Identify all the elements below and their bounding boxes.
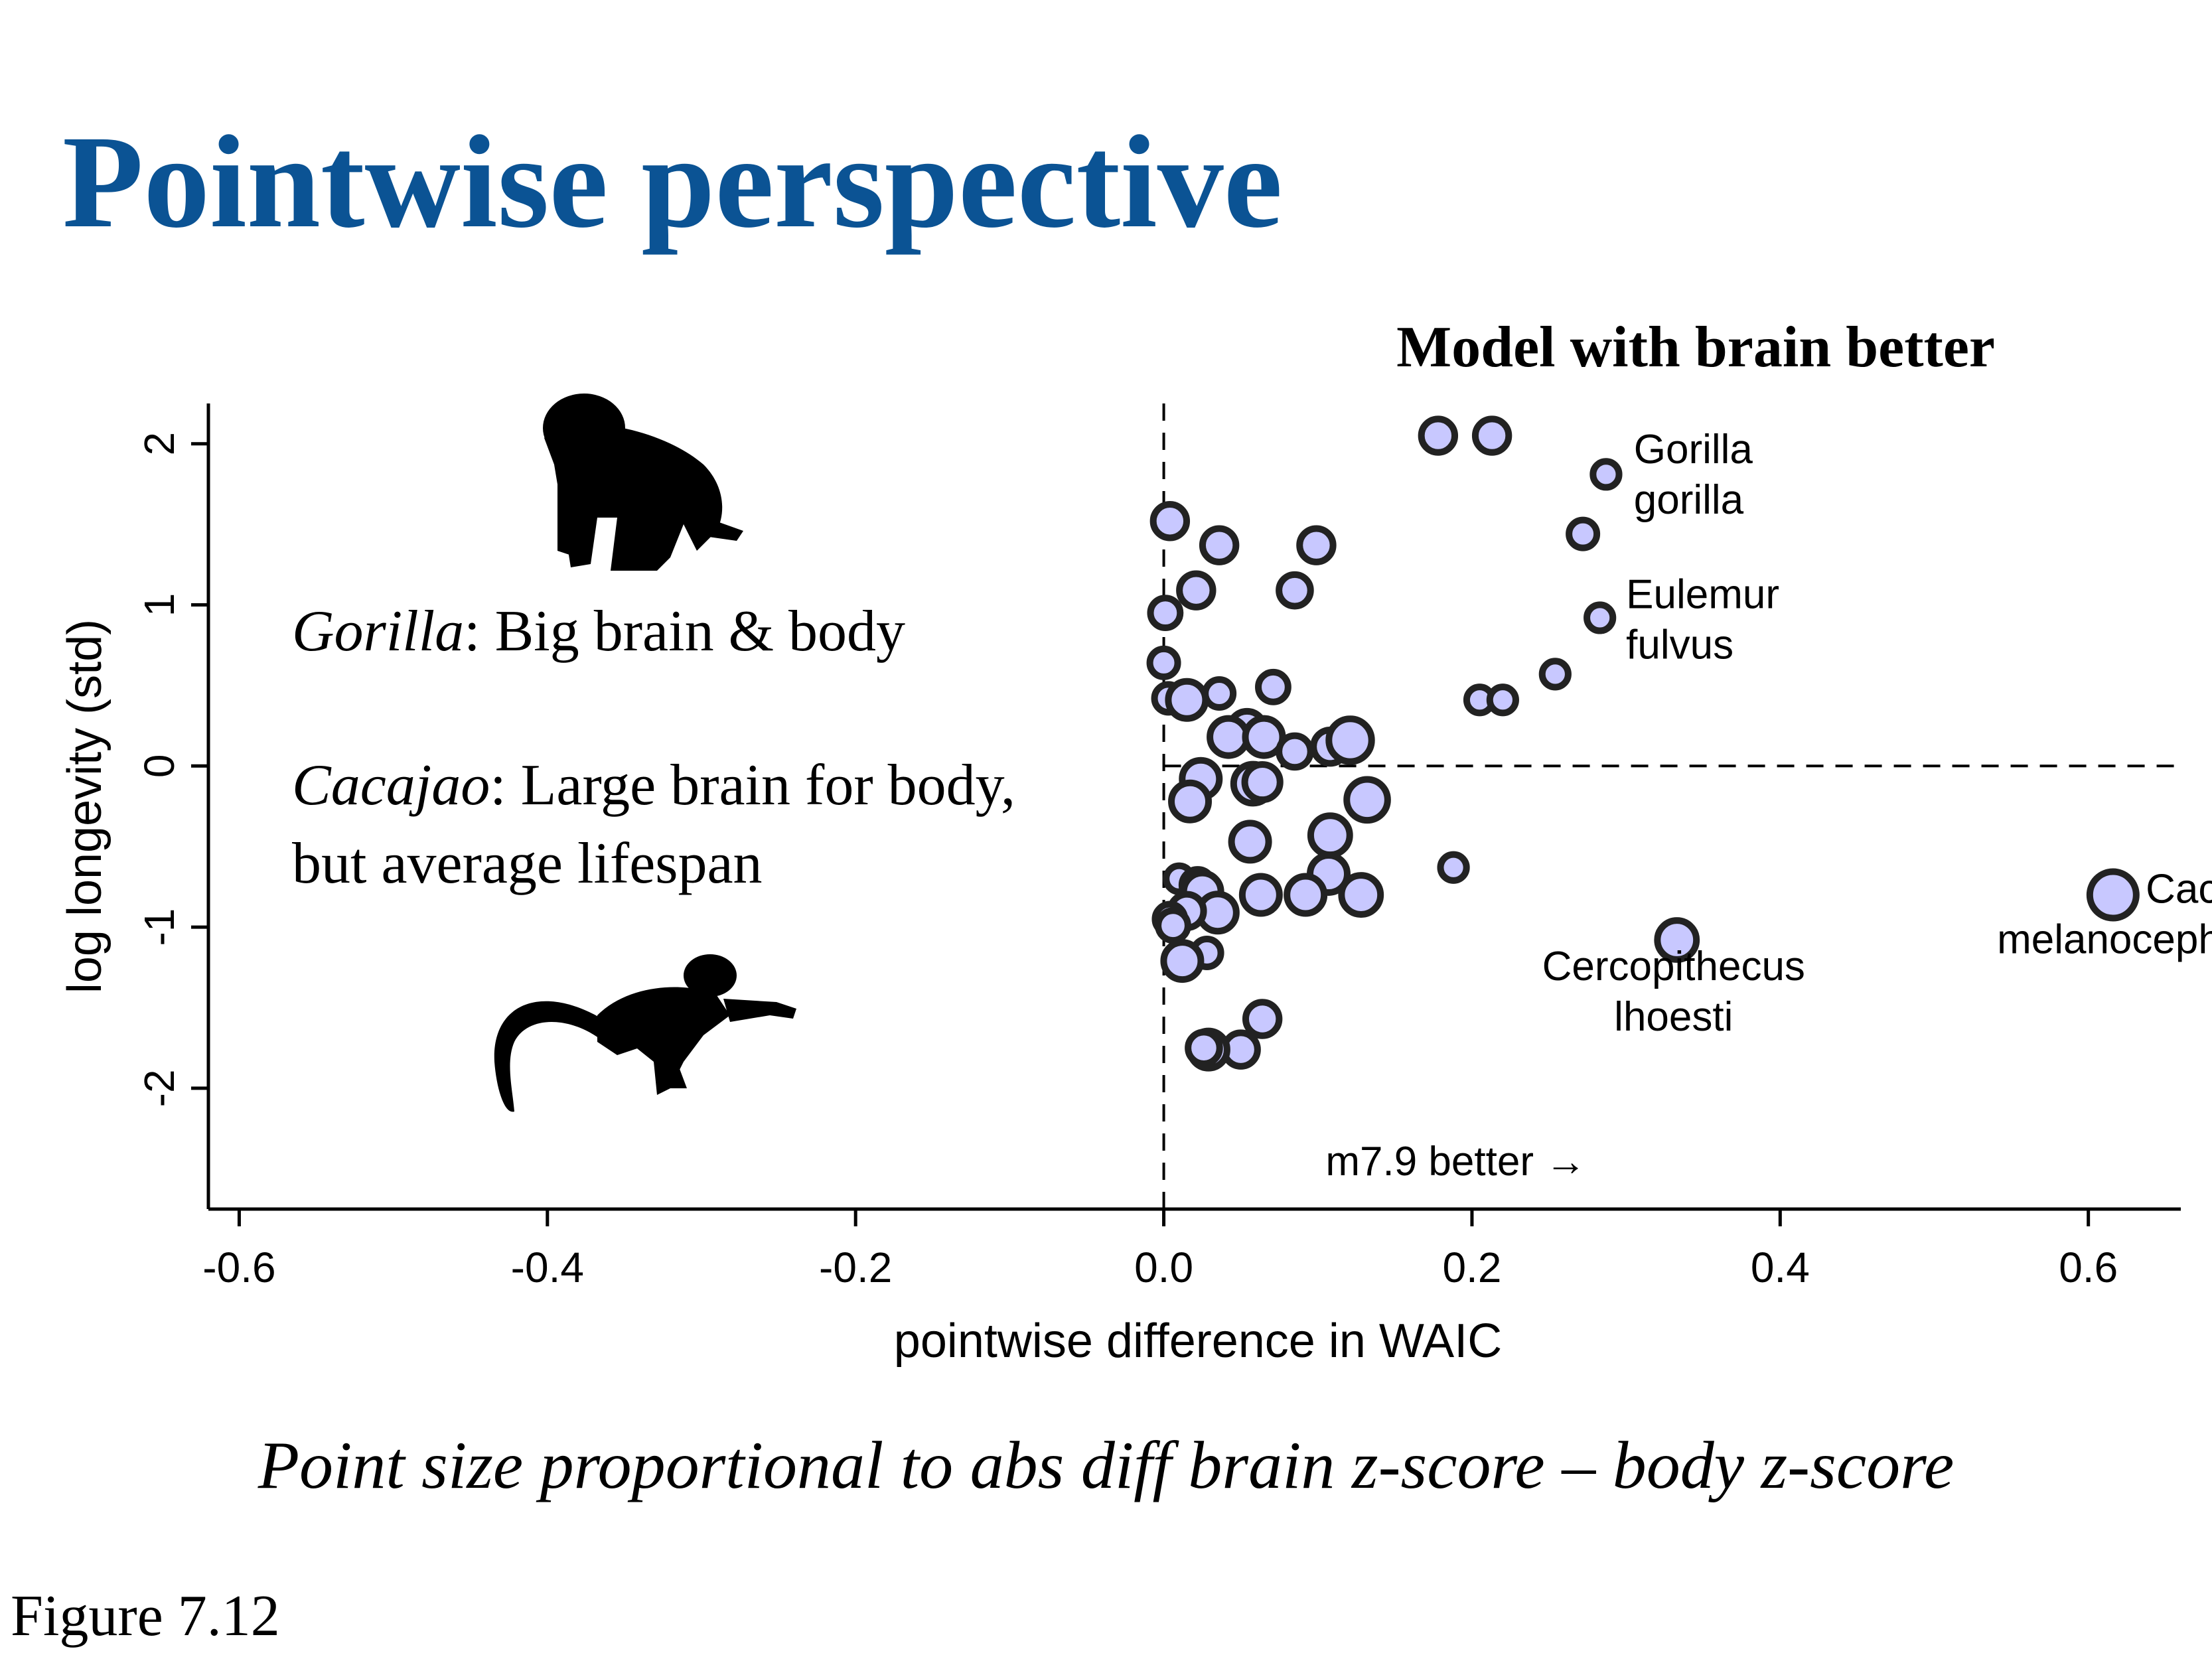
data-point	[1284, 873, 1328, 917]
annotation-label: Gorilla	[1634, 427, 1753, 472]
y-tick-label: 1	[135, 593, 183, 617]
y-tick-label: -2	[135, 1069, 183, 1107]
data-point	[1176, 570, 1217, 611]
data-point	[1471, 415, 1512, 456]
y-tick-label: -1	[135, 908, 183, 946]
annotation-label: Cercopithecus	[1542, 944, 1805, 989]
data-point	[1199, 525, 1240, 565]
x-tick-label: 0.0	[1134, 1244, 1193, 1291]
annotation-label: gorilla	[1634, 477, 1744, 523]
slide-title: Pointwise perspective	[62, 109, 1283, 255]
data-point	[1168, 779, 1213, 824]
x-tick-label: -0.2	[819, 1244, 892, 1291]
y-tick-label: 2	[135, 432, 183, 456]
figure-label: Figure 7.12	[11, 1584, 280, 1648]
x-tick-label: -0.4	[511, 1244, 584, 1291]
data-point	[1566, 516, 1601, 551]
annotation-label: m7.9 better →	[1325, 1139, 1586, 1185]
data-point	[1228, 820, 1272, 864]
x-tick-label: -0.6	[202, 1244, 275, 1291]
data-point	[1486, 684, 1519, 717]
data-point	[1238, 873, 1283, 917]
chart-annotations: Gorilla gorilla Eulemur fulvus Cacajao melano…	[1325, 427, 2212, 1185]
annotation-label: Cacajao	[2146, 867, 2212, 912]
annotation-label: lhoesti	[1614, 994, 1733, 1040]
data-point	[1276, 571, 1314, 610]
data-point	[1160, 939, 1205, 983]
silhouette-layer	[494, 394, 796, 1112]
data-point	[1207, 715, 1251, 759]
annotation-label: fulvus	[1626, 622, 1733, 668]
x-tick-label: 0.2	[1442, 1244, 1501, 1291]
data-point	[1584, 601, 1617, 634]
data-point	[1242, 999, 1283, 1039]
plot-axes: -0.6 -0.4 -0.2 0.0 0.2 0.4 0.6 -2 -1 0 1 2	[135, 403, 2181, 1291]
data-point	[1307, 812, 1353, 859]
data-point	[1255, 668, 1291, 705]
data-point	[1325, 715, 1375, 765]
inset-line: Cacajao: Large brain for body,	[292, 753, 1015, 818]
data-point	[1654, 917, 1700, 963]
data-point	[1437, 851, 1470, 884]
figure-caption: Point size proportional to abs diff brai…	[258, 1428, 1954, 1503]
chart-title: Model with brain better	[1396, 315, 1995, 380]
x-tick-label: 0.4	[1751, 1244, 1810, 1291]
data-point	[1165, 678, 1209, 722]
data-point	[1241, 760, 1284, 804]
data-point	[1276, 732, 1314, 771]
data-point	[1146, 645, 1181, 680]
data-point	[1147, 595, 1184, 632]
data-points	[1146, 415, 2140, 1072]
x-axis-label: pointwise difference in WAIC	[894, 1315, 1502, 1368]
monkey-silhouette	[494, 954, 796, 1112]
y-tick-label: 0	[135, 755, 183, 778]
y-axis-label: log longevity (std)	[58, 619, 111, 993]
inset-line: Gorilla: Big brain & body	[292, 599, 905, 664]
data-point	[1343, 776, 1391, 824]
data-point	[2086, 868, 2140, 922]
data-point	[1202, 676, 1237, 711]
annotation-label: melanocephalus	[1997, 917, 2212, 963]
data-point	[1538, 658, 1572, 691]
annotation-label: Eulemur	[1626, 571, 1779, 617]
reference-lines	[1162, 403, 2181, 1209]
data-point	[1155, 907, 1191, 944]
x-tick-label: 0.6	[2059, 1244, 2118, 1291]
data-point	[1296, 525, 1337, 565]
inset-line: but average lifespan	[292, 831, 763, 896]
data-point	[1338, 872, 1384, 918]
data-point	[1185, 1029, 1223, 1067]
data-point	[1589, 458, 1623, 491]
data-point	[1149, 501, 1191, 541]
data-point	[1418, 415, 1459, 456]
inset-text: Gorilla: Big brain & body Cacajao: Large …	[292, 599, 1015, 896]
gorilla-silhouette	[543, 394, 743, 571]
